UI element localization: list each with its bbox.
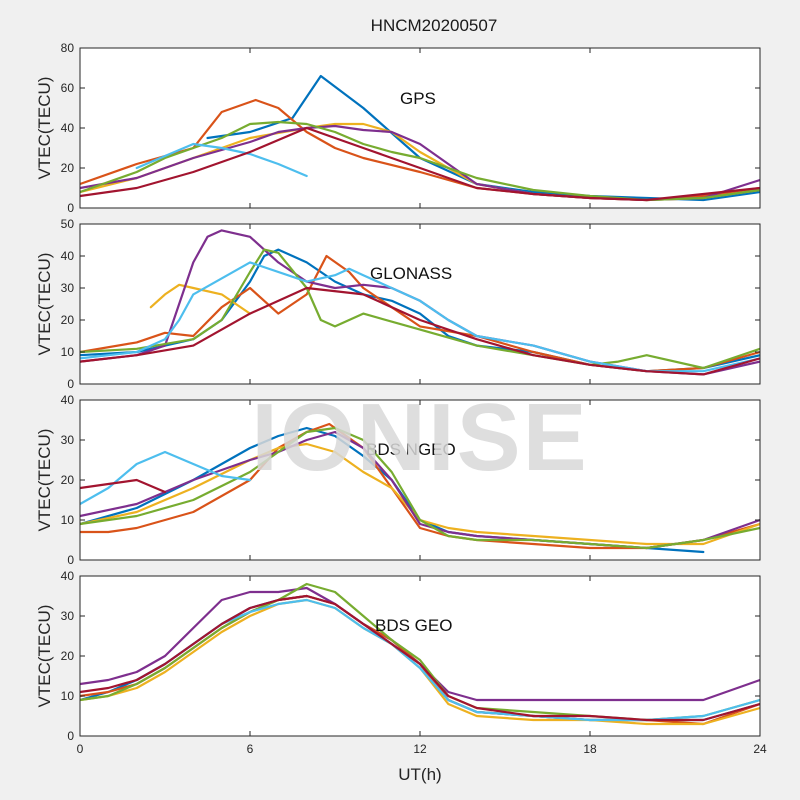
plot-area bbox=[80, 576, 760, 736]
y-tick-label: 0 bbox=[67, 201, 74, 215]
series-group bbox=[80, 422, 760, 554]
x-tick-label: 12 bbox=[413, 742, 427, 756]
x-tick-label: 6 bbox=[247, 742, 254, 756]
series-group bbox=[80, 582, 760, 726]
series-group bbox=[80, 74, 760, 202]
x-tick-label: 18 bbox=[583, 742, 597, 756]
series-line-2 bbox=[80, 442, 760, 546]
series-line-4 bbox=[80, 248, 760, 370]
y-axis-label: VTEC(TECU) bbox=[35, 253, 54, 356]
x-axis-label: UT(h) bbox=[398, 765, 441, 784]
y-tick-label: 40 bbox=[61, 569, 75, 583]
series-line-5 bbox=[135, 142, 308, 178]
plot-area bbox=[80, 48, 760, 208]
series-line-1 bbox=[80, 422, 760, 550]
y-tick-label: 40 bbox=[61, 393, 75, 407]
y-axis-label: VTEC(TECU) bbox=[35, 605, 54, 708]
panel-2: 0 10 20 30 40 VTEC(TECU) BDS NGEO bbox=[35, 393, 761, 567]
y-tick-label: 30 bbox=[61, 433, 75, 447]
system-label: GPS bbox=[400, 89, 436, 108]
watermark-text: IONISE bbox=[251, 384, 588, 491]
panel-1: 0 10 20 30 40 50 VTEC(TECU) GLONASS bbox=[35, 217, 761, 391]
y-tick-label: 20 bbox=[61, 313, 75, 327]
y-tick-label: 20 bbox=[61, 161, 75, 175]
y-tick-label: 40 bbox=[61, 249, 75, 263]
y-tick-label: 0 bbox=[67, 553, 74, 567]
y-axis-label: VTEC(TECU) bbox=[35, 429, 54, 532]
system-label: BDS NGEO bbox=[366, 440, 456, 459]
y-tick-label: 20 bbox=[61, 649, 75, 663]
y-tick-label: 10 bbox=[61, 345, 75, 359]
series-line-6 bbox=[80, 126, 760, 202]
y-tick-label: 80 bbox=[61, 41, 75, 55]
y-tick-label: 30 bbox=[61, 609, 75, 623]
y-tick-label: 0 bbox=[67, 729, 74, 743]
y-tick-label: 30 bbox=[61, 281, 75, 295]
series-line-4 bbox=[80, 120, 760, 202]
y-tick-label: 0 bbox=[67, 377, 74, 391]
panel-3: 0 10 20 30 40 0 6 12 18 24 VTEC(TECU) BDS GEO bbox=[35, 569, 767, 756]
x-tick-label: 24 bbox=[753, 742, 767, 756]
series-group bbox=[80, 229, 760, 376]
y-tick-label: 10 bbox=[61, 689, 75, 703]
series-line-5 bbox=[80, 450, 252, 506]
series-line-6 bbox=[80, 478, 167, 494]
y-tick-label: 50 bbox=[61, 217, 75, 231]
series-line-6 bbox=[80, 286, 760, 376]
series-line-6 bbox=[80, 594, 760, 722]
figure-title: HNCM20200507 bbox=[371, 16, 498, 35]
y-tick-label: 20 bbox=[61, 473, 75, 487]
y-tick-label: 40 bbox=[61, 121, 75, 135]
plot-area bbox=[80, 224, 760, 384]
panel-0: 0 20 40 60 80 VTEC(TECU) GPS bbox=[35, 41, 761, 215]
system-label: GLONASS bbox=[370, 264, 452, 283]
series-line-4 bbox=[80, 426, 760, 550]
series-line-5 bbox=[80, 261, 760, 373]
y-tick-label: 60 bbox=[61, 81, 75, 95]
y-axis-label: VTEC(TECU) bbox=[35, 77, 54, 180]
y-tick-label: 10 bbox=[61, 513, 75, 527]
x-tick-label: 0 bbox=[77, 742, 84, 756]
system-label: BDS GEO bbox=[375, 616, 452, 635]
